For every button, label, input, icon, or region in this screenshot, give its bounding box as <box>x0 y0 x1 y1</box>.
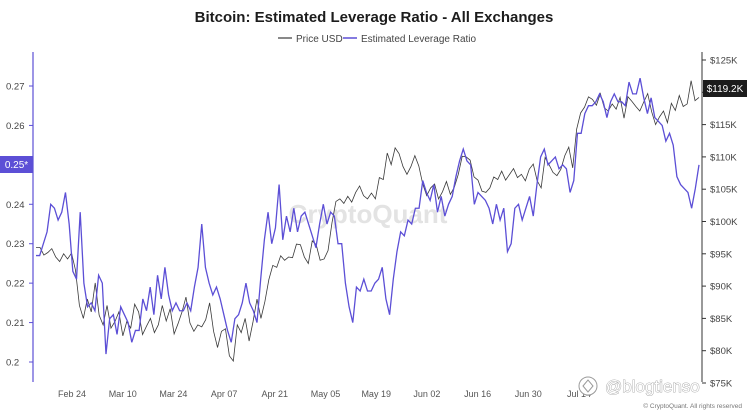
legend-price-label[interactable]: Price USD <box>296 34 343 45</box>
x-tick-label: May 19 <box>361 389 391 399</box>
left-tick-label: 0.27 <box>6 82 25 93</box>
x-tick-label: Apr 21 <box>262 389 289 399</box>
right-tick-label: $115K <box>710 120 737 131</box>
chart-legend: Price USD Estimated Leverage Ratio <box>278 34 477 45</box>
chart-title: Bitcoin: Estimated Leverage Ratio - All … <box>195 9 554 26</box>
x-tick-label: Mar 10 <box>109 389 137 399</box>
series-line-estimated-leverage-ratio <box>36 77 700 355</box>
x-tick-label: Jun 02 <box>413 389 440 399</box>
watermark: CryptoQuant <box>289 199 448 229</box>
left-tick-label: 0.23 <box>6 239 25 250</box>
footer-brand-logo <box>578 376 598 396</box>
x-axis-ticks: Feb 24 Mar 10 Mar 24 Apr 07 Apr 21 May 05 May … <box>58 389 591 399</box>
left-axis-ticks: 0.270.260.250.240.230.220.210.2 <box>6 82 33 369</box>
price-current-value: $119.2K <box>707 84 744 95</box>
right-tick-label: $105K <box>710 185 738 196</box>
x-tick-label: Apr 07 <box>211 389 238 399</box>
footer-copyright: © CryptoQuant. All rights reserved <box>643 402 742 410</box>
x-tick-label: May 05 <box>311 389 341 399</box>
x-tick-label: Jun 30 <box>515 389 542 399</box>
left-tick-label: 0.22 <box>6 279 25 290</box>
right-axis-ticks: $125K$120K$115K$110K$105K$100K$95K$90K$8… <box>702 56 738 390</box>
left-tick-label: 0.2 <box>6 358 19 369</box>
right-tick-label: $100K <box>710 217 738 228</box>
leverage-current-value: 0.25* <box>5 160 28 171</box>
right-tick-label: $85K <box>710 314 733 325</box>
price-current-badge: $119.2K <box>703 80 747 97</box>
left-tick-label: 0.24 <box>6 200 25 211</box>
series-line-price-usd <box>36 80 700 363</box>
x-tick-label: Feb 24 <box>58 389 86 399</box>
right-tick-label: $75K <box>710 379 733 390</box>
legend-leverage-label[interactable]: Estimated Leverage Ratio <box>361 34 477 45</box>
left-tick-label: 0.26 <box>6 121 25 132</box>
right-tick-label: $80K <box>710 346 733 357</box>
footer-brand: @blogtienso <box>605 377 700 396</box>
x-tick-label: Jul 14 <box>567 389 591 399</box>
right-tick-label: $110K <box>710 152 737 163</box>
leverage-current-badge: 0.25* <box>0 156 33 173</box>
right-tick-label: $90K <box>710 282 733 293</box>
left-tick-label: 0.21 <box>6 318 25 329</box>
x-tick-label: Jun 16 <box>464 389 491 399</box>
right-tick-label: $95K <box>710 249 733 260</box>
x-tick-label: Mar 24 <box>159 389 187 399</box>
right-tick-label: $125K <box>710 56 738 67</box>
